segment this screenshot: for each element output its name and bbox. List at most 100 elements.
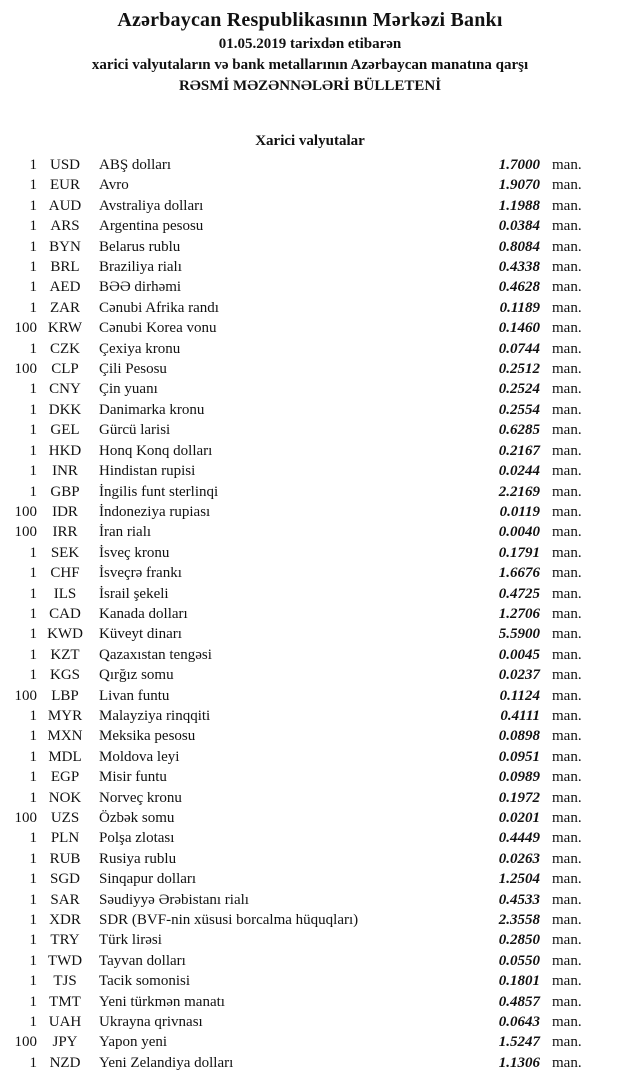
row-currency-name: Avro bbox=[99, 177, 129, 194]
row-currency-name: İran rialı bbox=[99, 524, 152, 541]
row-quantity: 1 bbox=[29, 728, 38, 745]
row-unit-label: man. bbox=[552, 973, 582, 990]
scope-line: xarici valyutaların və bank metallarının… bbox=[91, 57, 529, 73]
row-currency-code: RUB bbox=[49, 850, 81, 867]
table-row: 100 UZS Özbək somu 0.0201 man. bbox=[0, 808, 597, 828]
row-rate-value: 0.1801 bbox=[498, 973, 540, 990]
table-row: 1 SGD Sinqapur dolları 1.2504 man. bbox=[0, 869, 597, 889]
row-currency-name: BƏƏ dirhəmi bbox=[99, 279, 182, 296]
table-row: 1 MYR Malayziya rinqqiti 0.4111 man. bbox=[0, 706, 597, 726]
row-currency-code: NZD bbox=[49, 1054, 81, 1071]
table-row: 100 JPY Yapon yeni 1.5247 man. bbox=[0, 1032, 597, 1052]
table-row: 1 UAH Ukrayna qrivnası 0.0643 man. bbox=[0, 1012, 597, 1032]
row-currency-code: GBP bbox=[50, 483, 80, 500]
row-unit-label: man. bbox=[552, 993, 582, 1010]
row-unit-label: man. bbox=[552, 361, 582, 378]
table-row: 1 SEK İsveç kronu 0.1791 man. bbox=[0, 543, 597, 563]
row-rate-value: 0.1460 bbox=[498, 320, 540, 337]
row-rate-value: 1.7000 bbox=[498, 157, 540, 173]
row-currency-name: İsveçrə frankı bbox=[99, 565, 182, 582]
row-unit-label: man. bbox=[552, 340, 582, 357]
row-quantity: 1 bbox=[29, 707, 38, 724]
row-unit-label: man. bbox=[552, 830, 582, 847]
row-quantity: 1 bbox=[29, 238, 38, 255]
row-rate-value: 0.4449 bbox=[498, 830, 540, 847]
row-currency-code: TJS bbox=[53, 973, 77, 990]
row-rate-value: 0.4857 bbox=[498, 993, 540, 1010]
row-currency-name: Sinqapur dolları bbox=[99, 871, 197, 888]
table-row: 100 LBP Livan funtu 0.1124 man. bbox=[0, 686, 597, 706]
row-quantity: 1 bbox=[29, 442, 38, 459]
row-currency-code: BRL bbox=[50, 259, 80, 276]
row-currency-code: BYN bbox=[49, 238, 81, 255]
row-currency-code: SAR bbox=[50, 891, 80, 908]
row-rate-value: 0.0384 bbox=[498, 218, 540, 235]
row-unit-label: man. bbox=[552, 238, 582, 255]
table-row: 1 ILS İsrail şekeli 0.4725 man. bbox=[0, 584, 597, 604]
row-rate-value: 5.5900 bbox=[498, 626, 540, 643]
table-row: 100 KRW Cənubi Korea vonu 0.1460 man. bbox=[0, 318, 597, 338]
row-quantity: 1 bbox=[29, 197, 38, 214]
row-quantity: 1 bbox=[29, 299, 38, 316]
row-currency-name: Hindistan rupisi bbox=[99, 463, 196, 480]
row-rate-value: 0.0244 bbox=[498, 463, 540, 480]
row-quantity: 1 bbox=[29, 891, 38, 908]
row-quantity: 100 bbox=[14, 687, 38, 704]
row-unit-label: man. bbox=[552, 810, 582, 826]
row-unit-label: man. bbox=[552, 442, 582, 459]
row-currency-code: AUD bbox=[48, 197, 82, 214]
table-row: 1 MDL Moldova leyi 0.0951 man. bbox=[0, 747, 597, 767]
row-unit-label: man. bbox=[552, 463, 582, 480]
row-currency-name: Qazaxıstan tengəsi bbox=[99, 646, 212, 663]
row-currency-name: Küveyt dinarı bbox=[99, 626, 182, 643]
row-rate-value: 0.2850 bbox=[498, 932, 540, 949]
table-row: 1 CZK Çexiya kronu 0.0744 man. bbox=[0, 339, 597, 359]
row-currency-code: KRW bbox=[47, 320, 83, 337]
row-currency-name: Yeni Zelandiya dolları bbox=[99, 1054, 234, 1071]
row-unit-label: man. bbox=[552, 932, 582, 949]
row-quantity: 1 bbox=[29, 646, 38, 663]
row-currency-name: Moldova leyi bbox=[99, 748, 180, 765]
row-rate-value: 0.4725 bbox=[498, 585, 540, 602]
row-currency-code: KZT bbox=[50, 646, 80, 663]
row-currency-name: Səudiyyə Ərəbistanı rialı bbox=[99, 891, 249, 908]
row-rate-value: 0.0951 bbox=[498, 748, 540, 765]
table-row: 1 ZAR Cənubi Afrika randı 0.1189 man. bbox=[0, 298, 597, 318]
row-unit-label: man. bbox=[552, 1034, 582, 1051]
row-unit-label: man. bbox=[552, 320, 582, 337]
row-currency-name: Argentina pesosu bbox=[99, 218, 204, 235]
row-unit-label: man. bbox=[552, 687, 582, 704]
row-rate-value: 0.1791 bbox=[498, 544, 540, 561]
row-quantity: 1 bbox=[29, 177, 38, 194]
row-unit-label: man. bbox=[552, 422, 582, 439]
table-row: 1 AED BƏƏ dirhəmi 0.4628 man. bbox=[0, 277, 597, 297]
row-currency-name: Türk lirəsi bbox=[99, 932, 162, 949]
row-quantity: 1 bbox=[29, 279, 38, 296]
row-rate-value: 0.0643 bbox=[498, 1014, 540, 1031]
row-rate-value: 2.2169 bbox=[498, 483, 540, 500]
row-unit-label: man. bbox=[552, 891, 582, 908]
row-currency-name: Honq Konq dolları bbox=[99, 442, 213, 459]
row-unit-label: man. bbox=[552, 544, 582, 561]
row-quantity: 100 bbox=[14, 320, 38, 337]
row-currency-name: Avstraliya dolları bbox=[99, 197, 204, 214]
row-currency-code: KGS bbox=[49, 667, 80, 684]
row-rate-value: 1.2504 bbox=[498, 871, 540, 888]
page-title: Azərbaycan Respublikasının Mərkəzi Bankı bbox=[117, 9, 503, 31]
table-row: 1 MXN Meksika pesosu 0.0898 man. bbox=[0, 726, 597, 746]
table-row: 1 NZD Yeni Zelandiya dolları 1.1306 man. bbox=[0, 1053, 597, 1073]
row-quantity: 1 bbox=[29, 830, 38, 847]
row-currency-code: DKK bbox=[48, 401, 82, 418]
row-unit-label: man. bbox=[552, 626, 582, 643]
table-row: 1 KZT Qazaxıstan tengəsi 0.0045 man. bbox=[0, 645, 597, 665]
row-currency-code: MDL bbox=[48, 748, 82, 765]
row-rate-value: 0.2524 bbox=[498, 381, 540, 398]
row-currency-name: Yapon yeni bbox=[99, 1034, 168, 1051]
row-rate-value: 0.2554 bbox=[498, 401, 540, 418]
row-unit-label: man. bbox=[552, 401, 582, 418]
row-currency-code: UZS bbox=[50, 810, 80, 826]
row-rate-value: 0.0237 bbox=[498, 667, 540, 684]
row-quantity: 1 bbox=[29, 932, 38, 949]
row-rate-value: 1.5247 bbox=[498, 1034, 540, 1051]
